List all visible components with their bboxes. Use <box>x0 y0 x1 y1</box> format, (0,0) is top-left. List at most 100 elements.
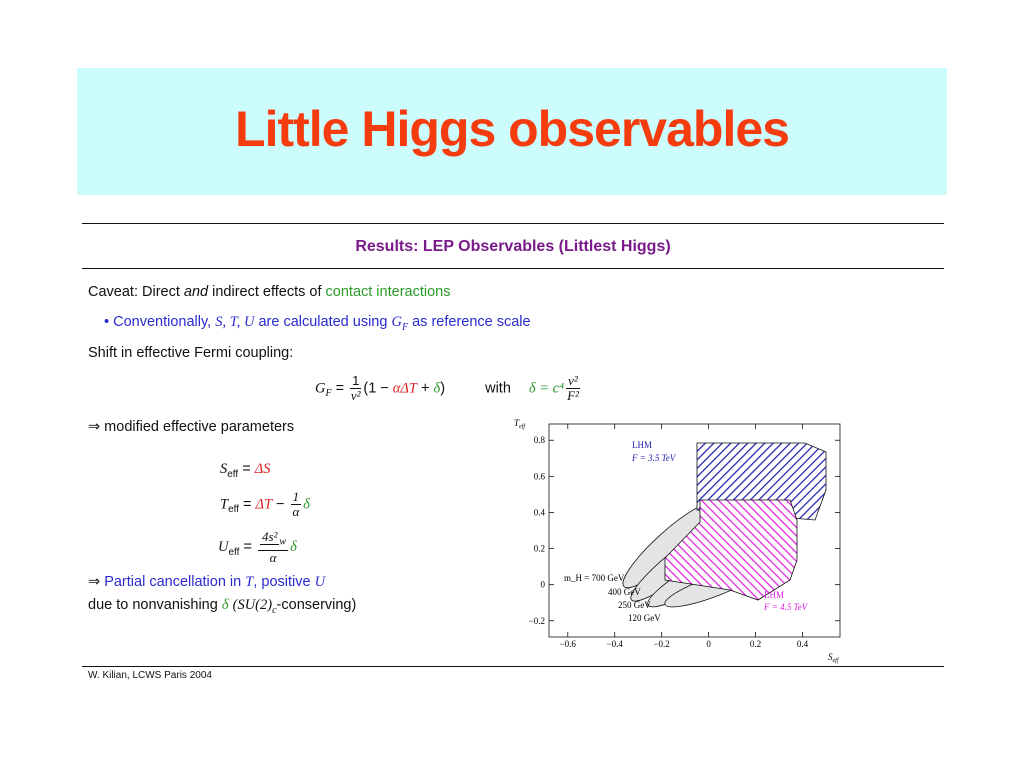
x-tick-label: −0.6 <box>560 639 577 649</box>
annotation: F = 3.5 TeV <box>631 453 677 463</box>
text: − <box>276 496 285 513</box>
text: v² <box>566 373 580 389</box>
text: ΔT <box>255 496 273 513</box>
annotation: F = 4.5 TeV <box>763 602 809 612</box>
text: eff <box>833 657 840 664</box>
text: (SU(2) <box>232 597 273 613</box>
x-axis-label: Seff <box>828 652 840 664</box>
annotation: LHM <box>764 590 784 600</box>
rule <box>82 666 944 667</box>
text: = <box>243 539 252 556</box>
text: Caveat: Direct <box>88 284 180 300</box>
text: F <box>401 321 409 333</box>
text: 1 <box>290 489 302 505</box>
text: δ = c⁴ <box>528 380 565 397</box>
text: T <box>220 496 229 513</box>
plot: LHM F = 3.5 TeV LHM F = 4.5 TeV m_H = 70… <box>514 418 841 664</box>
text: G <box>391 314 402 330</box>
text: eff <box>228 504 240 516</box>
rule <box>82 223 944 224</box>
annotation: LHM <box>632 440 652 450</box>
text: , positive <box>253 574 311 590</box>
text: G <box>315 380 326 397</box>
text: δ <box>303 496 310 513</box>
text: + <box>421 380 430 397</box>
text: 1 <box>350 373 362 389</box>
rule <box>82 268 944 269</box>
x-tick-label: −0.2 <box>653 639 669 649</box>
x-tick-label: 0.2 <box>750 639 761 649</box>
text: Partial cancellation in <box>104 574 242 590</box>
text: ) <box>440 380 446 397</box>
text: w <box>279 536 287 548</box>
text: δ <box>221 597 229 613</box>
text: c <box>272 604 277 616</box>
text: eff <box>228 547 240 559</box>
modified: ⇒ modified effective parameters <box>88 419 295 435</box>
region <box>664 499 798 601</box>
plot-frame <box>548 423 841 638</box>
y-tick-label: −0.2 <box>529 616 545 626</box>
partial: ⇒ Partial cancellation in T, positive U <box>88 574 325 591</box>
y-tick-label: 0 <box>541 580 546 590</box>
x-tick-label: −0.4 <box>607 639 624 649</box>
text: v² <box>350 388 361 403</box>
text: and <box>183 284 209 300</box>
text: 4s² <box>259 529 280 545</box>
text: F <box>325 388 332 400</box>
text: δ <box>290 539 297 556</box>
footer: W. Kilian, LCWS Paris 2004 <box>88 670 212 681</box>
due: due to nonvanishing δ (SU(2)c-conserving… <box>88 597 356 616</box>
text: -conserving) <box>276 597 357 613</box>
x-tick-label: 0 <box>706 639 711 649</box>
u-eff: Ueff = 4s² w α δ <box>218 529 297 565</box>
text: α <box>292 504 300 519</box>
text: eff <box>227 468 239 480</box>
text: as reference scale <box>412 314 531 330</box>
heading: Results: LEP Observables (Littlest Higgs… <box>355 238 671 255</box>
caveat: Caveat: Direct and indirect effects of c… <box>88 284 450 300</box>
text: αΔT <box>392 380 417 397</box>
text: = <box>243 496 252 513</box>
shift: Shift in effective Fermi coupling: <box>88 345 294 361</box>
text: ⇒ <box>88 574 101 590</box>
y-tick-label: 0.8 <box>534 435 546 445</box>
y-tick-label: 0.4 <box>534 507 546 517</box>
text: Conventionally, <box>113 314 212 330</box>
x-tick-label: 0.4 <box>797 639 809 649</box>
text: = <box>335 380 345 397</box>
annotation: 250 GeV <box>618 600 651 610</box>
text: = <box>242 461 251 477</box>
title: Little Higgs observables <box>235 101 790 157</box>
text: with <box>485 380 511 397</box>
title-band <box>77 68 947 195</box>
text: S <box>220 461 228 477</box>
text: eff <box>519 423 526 430</box>
text: are calculated using <box>258 314 388 330</box>
annotation: m_H = 700 GeV <box>564 573 625 583</box>
text: T <box>245 574 254 590</box>
text: ΔS <box>254 461 271 477</box>
y-tick-label: 0.6 <box>534 471 546 481</box>
bullet: • Conventionally, S, T, U are calculated… <box>104 314 531 333</box>
text: S, T, U <box>215 314 255 330</box>
text: indirect effects of <box>212 284 322 300</box>
formula: GF = 1 v² (1 − αΔT + δ) with δ = c⁴ v² F² <box>315 374 582 403</box>
text: (1 − <box>363 380 389 397</box>
text: U <box>314 574 326 590</box>
text: U <box>218 539 229 556</box>
text: S <box>828 652 833 662</box>
text: δ <box>433 380 441 397</box>
text: T <box>514 418 520 428</box>
s-eff: Seff = ΔS <box>220 461 270 480</box>
text: contact interactions <box>325 284 451 300</box>
text: due to nonvanishing <box>88 597 218 613</box>
y-tick-label: 0.2 <box>534 544 545 554</box>
annotation: 400 GeV <box>608 587 641 597</box>
y-axis-label: Teff <box>514 418 526 430</box>
text: α <box>269 549 277 565</box>
annotation: 120 GeV <box>628 613 661 623</box>
text: F² <box>567 388 579 403</box>
